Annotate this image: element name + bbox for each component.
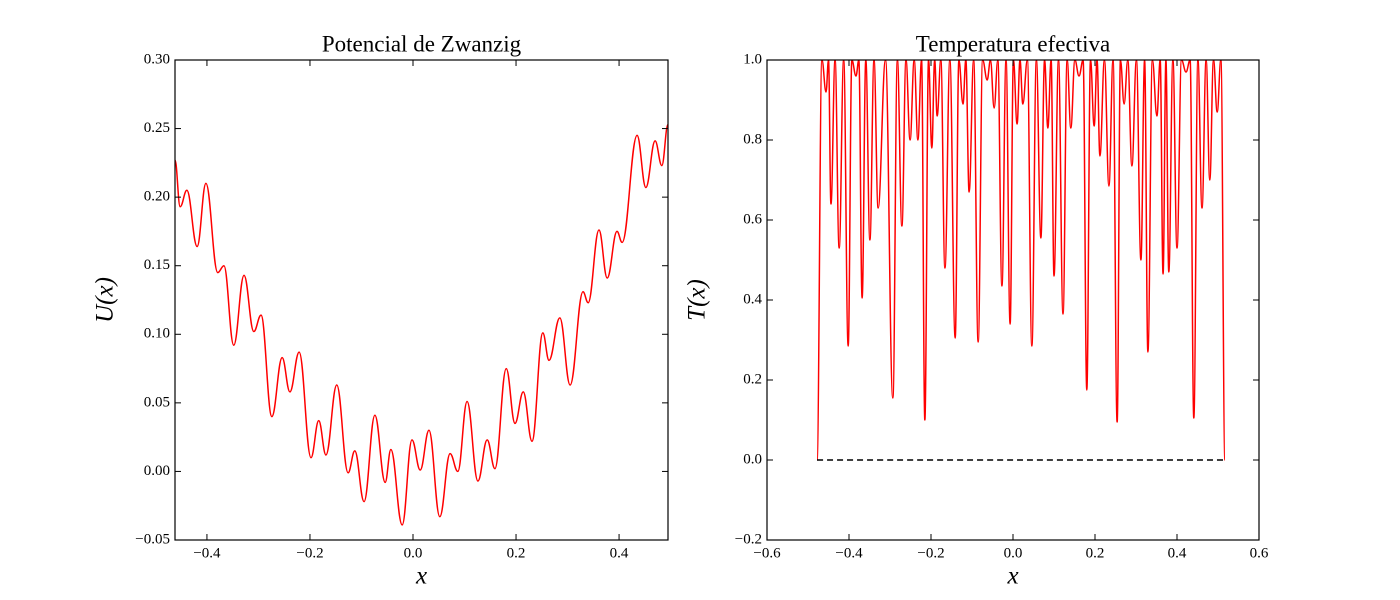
y-tick-label: 0.25 bbox=[144, 120, 170, 136]
axes-frame bbox=[766, 59, 1260, 541]
y-tick-label: 0.6 bbox=[743, 211, 762, 227]
line bbox=[816, 60, 1226, 461]
y-tick-label: 0.05 bbox=[144, 394, 170, 410]
x-tick-label: 0.4 bbox=[1168, 545, 1187, 561]
x-axis-label: x bbox=[415, 563, 427, 590]
x-tick-label: 0.4 bbox=[610, 545, 629, 561]
x-tick-label: 0.0 bbox=[1004, 545, 1023, 561]
y-tick-label: 0.0 bbox=[743, 451, 762, 467]
y-tick-label: 0.8 bbox=[743, 131, 762, 147]
x-tick-label: −0.6 bbox=[753, 545, 781, 561]
chart-title: Potencial de Zwanzig bbox=[322, 31, 522, 56]
x-axis-label: x bbox=[1006, 563, 1018, 590]
axes-frame bbox=[174, 59, 669, 541]
y-tick-label: −0.05 bbox=[135, 531, 170, 547]
line bbox=[175, 123, 668, 526]
y-tick-label: 1.0 bbox=[743, 51, 762, 67]
x-tick-label: −0.4 bbox=[193, 545, 221, 561]
x-tick-label: −0.2 bbox=[296, 545, 323, 561]
y-tick-label: 0.10 bbox=[144, 326, 170, 342]
y-tick-label: −0.2 bbox=[735, 531, 762, 547]
x-tick-label: 0.0 bbox=[404, 545, 423, 561]
y-tick-label: 0.4 bbox=[743, 291, 762, 307]
y-tick-label: 0.00 bbox=[144, 463, 170, 479]
y-tick-label: 0.15 bbox=[144, 257, 170, 273]
y-tick-label: 0.30 bbox=[144, 51, 170, 67]
y-tick-label: 0.2 bbox=[743, 371, 762, 387]
y-tick-label: 0.20 bbox=[144, 189, 170, 205]
y-axis-label: U(x) bbox=[92, 277, 119, 323]
chart-title: Temperatura efectiva bbox=[916, 31, 1110, 56]
x-tick-label: −0.4 bbox=[835, 545, 863, 561]
x-tick-label: 0.6 bbox=[1250, 545, 1269, 561]
y-axis-label: T(x) bbox=[684, 279, 711, 321]
x-tick-label: 0.2 bbox=[1086, 545, 1105, 561]
x-tick-label: −0.2 bbox=[917, 545, 944, 561]
x-tick-label: 0.2 bbox=[507, 545, 526, 561]
